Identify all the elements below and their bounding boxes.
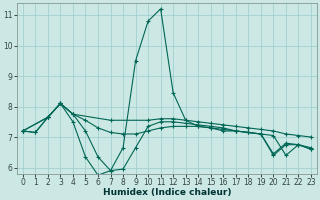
X-axis label: Humidex (Indice chaleur): Humidex (Indice chaleur)	[103, 188, 231, 197]
